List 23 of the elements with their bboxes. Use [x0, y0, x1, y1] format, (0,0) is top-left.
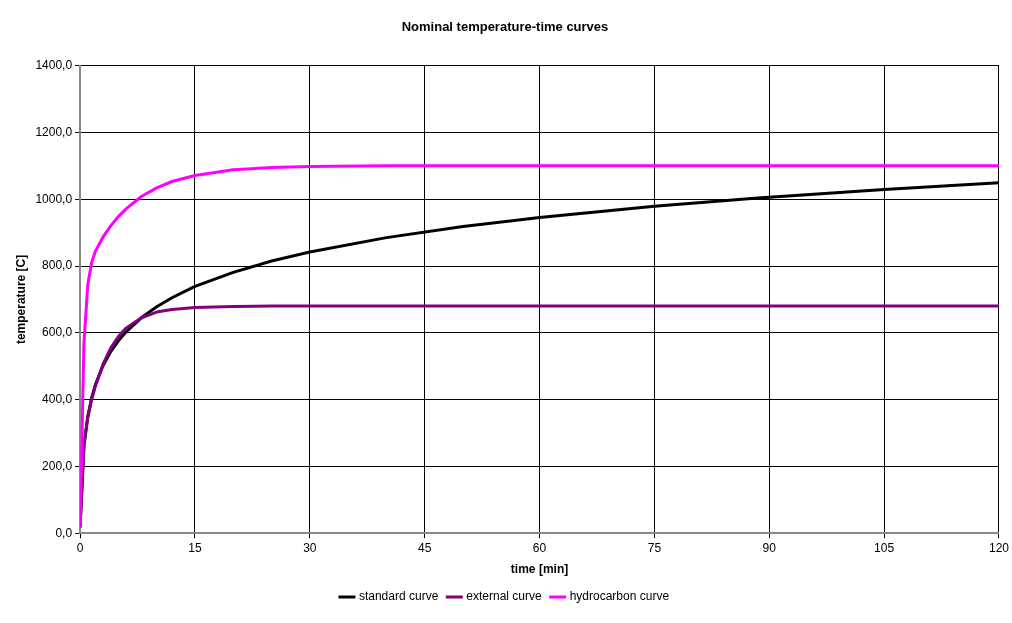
legend-label: external curve [466, 589, 543, 604]
chart-title: Nominal temperature-time curves [401, 19, 609, 35]
x-tick-label: 60 [532, 540, 547, 555]
y-tick-label: 0,0 [55, 525, 73, 540]
x-tick-label: 75 [647, 540, 662, 555]
y-tick-label: 400,0 [42, 391, 73, 406]
y-tick-label: 1000,0 [35, 191, 73, 206]
y-tick-label: 800,0 [42, 258, 73, 273]
x-tick-label: 120 [988, 540, 1010, 555]
x-tick-label: 0 [76, 540, 84, 555]
y-axis-title: temperature [C] [13, 254, 28, 345]
y-tick-label: 1200,0 [35, 124, 73, 139]
legend-label: standard curve [358, 589, 439, 604]
x-tick-label: 45 [418, 540, 432, 555]
x-tick-label: 105 [874, 540, 895, 555]
legend-label: hydrocarbon curve [569, 589, 670, 604]
y-tick-label: 200,0 [42, 458, 73, 473]
y-tick-label: 1400,0 [35, 57, 73, 72]
x-tick-label: 30 [303, 540, 317, 555]
y-tick-label: 600,0 [42, 325, 73, 340]
x-tick-label: 15 [188, 540, 202, 555]
x-axis-title: time [min] [510, 562, 569, 577]
x-tick-label: 90 [762, 540, 777, 555]
